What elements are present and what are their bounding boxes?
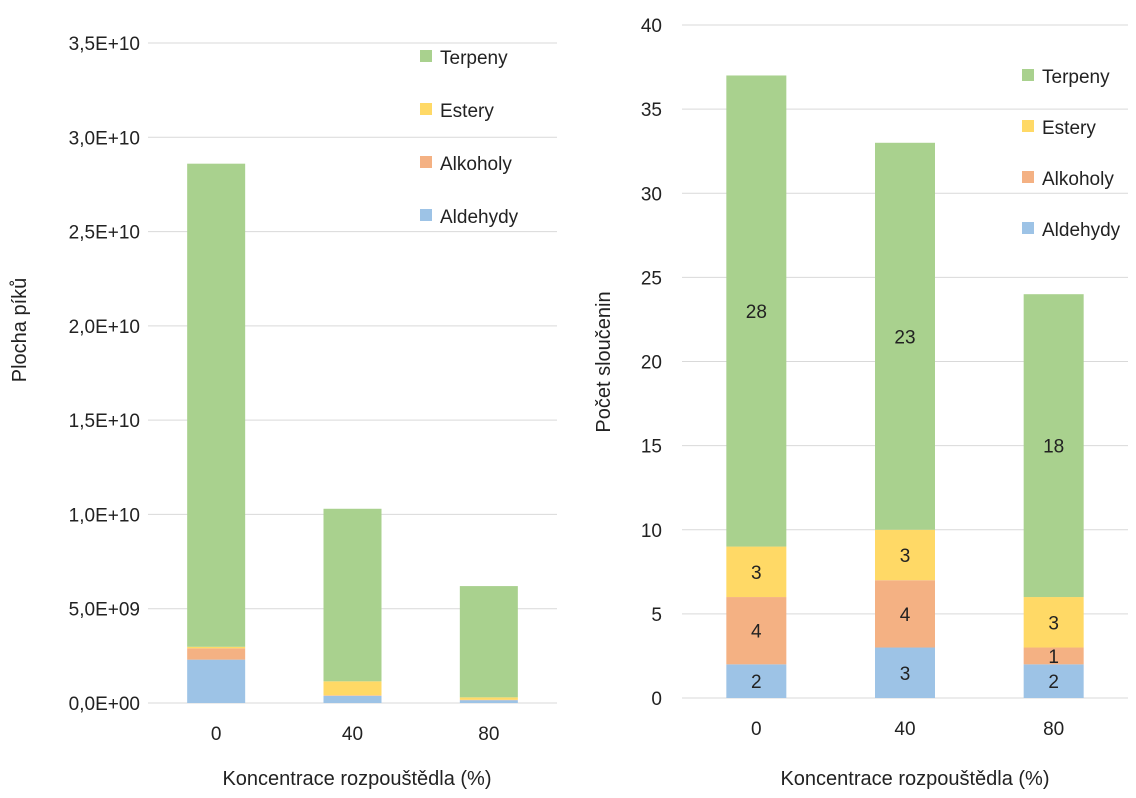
legend-label: Estery xyxy=(440,101,494,122)
legend-item-estery: Estery xyxy=(420,101,494,122)
data-label: 2 xyxy=(751,672,762,693)
bar-segment-terpeny-40 xyxy=(324,509,382,682)
y-tick-label: 0,0E+00 xyxy=(69,694,140,715)
legend-item-terpeny: Terpeny xyxy=(420,48,508,69)
x-axis-label: Koncentrace rozpouštědla (%) xyxy=(222,768,491,790)
x-tick-label: 40 xyxy=(342,724,363,745)
bar-segment-estery-0 xyxy=(187,647,245,649)
legend-item-estery: Estery xyxy=(1022,118,1096,139)
compound-count-chart: 0 5 10 15 20 25 30 35 40 2 4 3 28 0 3 4 3 23 40 2 1 3 18 80 Ter… xyxy=(570,0,1136,793)
data-label: 28 xyxy=(746,302,767,323)
bar-segment-terpeny-80 xyxy=(460,586,518,697)
y-axis-label: Plocha píků xyxy=(9,278,31,383)
legend-item-terpeny: Terpeny xyxy=(1022,67,1110,88)
y-tick-label: 2,0E+10 xyxy=(69,317,140,338)
bar-segment-aldehydy-0 xyxy=(187,660,245,703)
y-tick-label: 5,0E+09 xyxy=(69,600,140,621)
legend-swatch xyxy=(1022,69,1034,81)
legend-item-aldehydy: Aldehydy xyxy=(1022,220,1121,241)
y-axis-label: Počet sloučenin xyxy=(593,291,615,432)
legend-swatch xyxy=(1022,222,1034,234)
y-tick-label: 40 xyxy=(641,16,662,37)
legend-item-alkoholy: Alkoholy xyxy=(420,154,512,175)
y-tick-label: 15 xyxy=(641,437,662,458)
y-tick-label: 25 xyxy=(641,268,662,289)
data-label: 4 xyxy=(900,605,911,626)
y-tick-label: 3,0E+10 xyxy=(69,128,140,149)
compound-count-chart-svg: 0 5 10 15 20 25 30 35 40 2 4 3 28 0 3 4 3 23 40 2 1 3 18 80 Ter… xyxy=(570,0,1136,793)
data-label: 3 xyxy=(751,563,762,584)
legend-item-aldehydy: Aldehydy xyxy=(420,207,519,228)
x-tick-label: 40 xyxy=(894,719,915,740)
bar-segment-alkoholy-40 xyxy=(324,695,382,696)
x-tick-label: 0 xyxy=(751,719,762,740)
data-label: 1 xyxy=(1048,647,1059,668)
y-tick-label: 35 xyxy=(641,100,662,121)
data-label: 3 xyxy=(900,546,911,567)
bar-segment-estery-80 xyxy=(460,697,518,699)
y-tick-label: 5 xyxy=(651,605,662,626)
x-tick-label: 80 xyxy=(478,724,499,745)
legend-label: Alkoholy xyxy=(440,154,512,175)
legend-swatch xyxy=(1022,171,1034,183)
data-label: 3 xyxy=(1048,613,1059,634)
data-label: 23 xyxy=(894,327,915,348)
legend-label: Terpeny xyxy=(1042,67,1110,88)
x-tick-label: 0 xyxy=(211,724,222,745)
y-tick-label: 10 xyxy=(641,521,662,542)
y-tick-label: 1,0E+10 xyxy=(69,505,140,526)
y-tick-label: 2,5E+10 xyxy=(69,223,140,244)
data-label: 3 xyxy=(900,664,911,685)
bar-segment-terpeny-0 xyxy=(187,164,245,647)
legend-swatch xyxy=(420,103,432,115)
legend-label: Aldehydy xyxy=(1042,220,1121,241)
x-tick-label: 80 xyxy=(1043,719,1064,740)
legend-label: Terpeny xyxy=(440,48,508,69)
x-axis-label: Koncentrace rozpouštědla (%) xyxy=(780,768,1049,790)
legend-label: Alkoholy xyxy=(1042,169,1114,190)
data-label: 4 xyxy=(751,622,762,643)
legend-item-alkoholy: Alkoholy xyxy=(1022,169,1114,190)
y-tick-label: 30 xyxy=(641,184,662,205)
peak-area-chart-svg: 0,0E+00 5,0E+09 1,0E+10 1,5E+10 2,0E+10 2,5E+… xyxy=(0,0,570,793)
y-tick-label: 1,5E+10 xyxy=(69,411,140,432)
bar-segment-aldehydy-40 xyxy=(324,696,382,703)
legend-swatch xyxy=(420,50,432,62)
data-label: 2 xyxy=(1048,672,1059,693)
bar-segment-estery-40 xyxy=(324,681,382,695)
y-tick-label: 0 xyxy=(651,689,662,710)
y-tick-label: 3,5E+10 xyxy=(69,34,140,55)
y-tick-label: 20 xyxy=(641,353,662,374)
legend-label: Aldehydy xyxy=(440,207,519,228)
data-label: 18 xyxy=(1043,437,1064,458)
legend-swatch xyxy=(420,156,432,168)
legend-swatch xyxy=(1022,120,1034,132)
peak-area-chart: 0,0E+00 5,0E+09 1,0E+10 1,5E+10 2,0E+10 2,5E+… xyxy=(0,0,570,793)
legend-label: Estery xyxy=(1042,118,1096,139)
bar-segment-aldehydy-80 xyxy=(460,700,518,703)
bar-segment-alkoholy-0 xyxy=(187,648,245,659)
legend-swatch xyxy=(420,209,432,221)
